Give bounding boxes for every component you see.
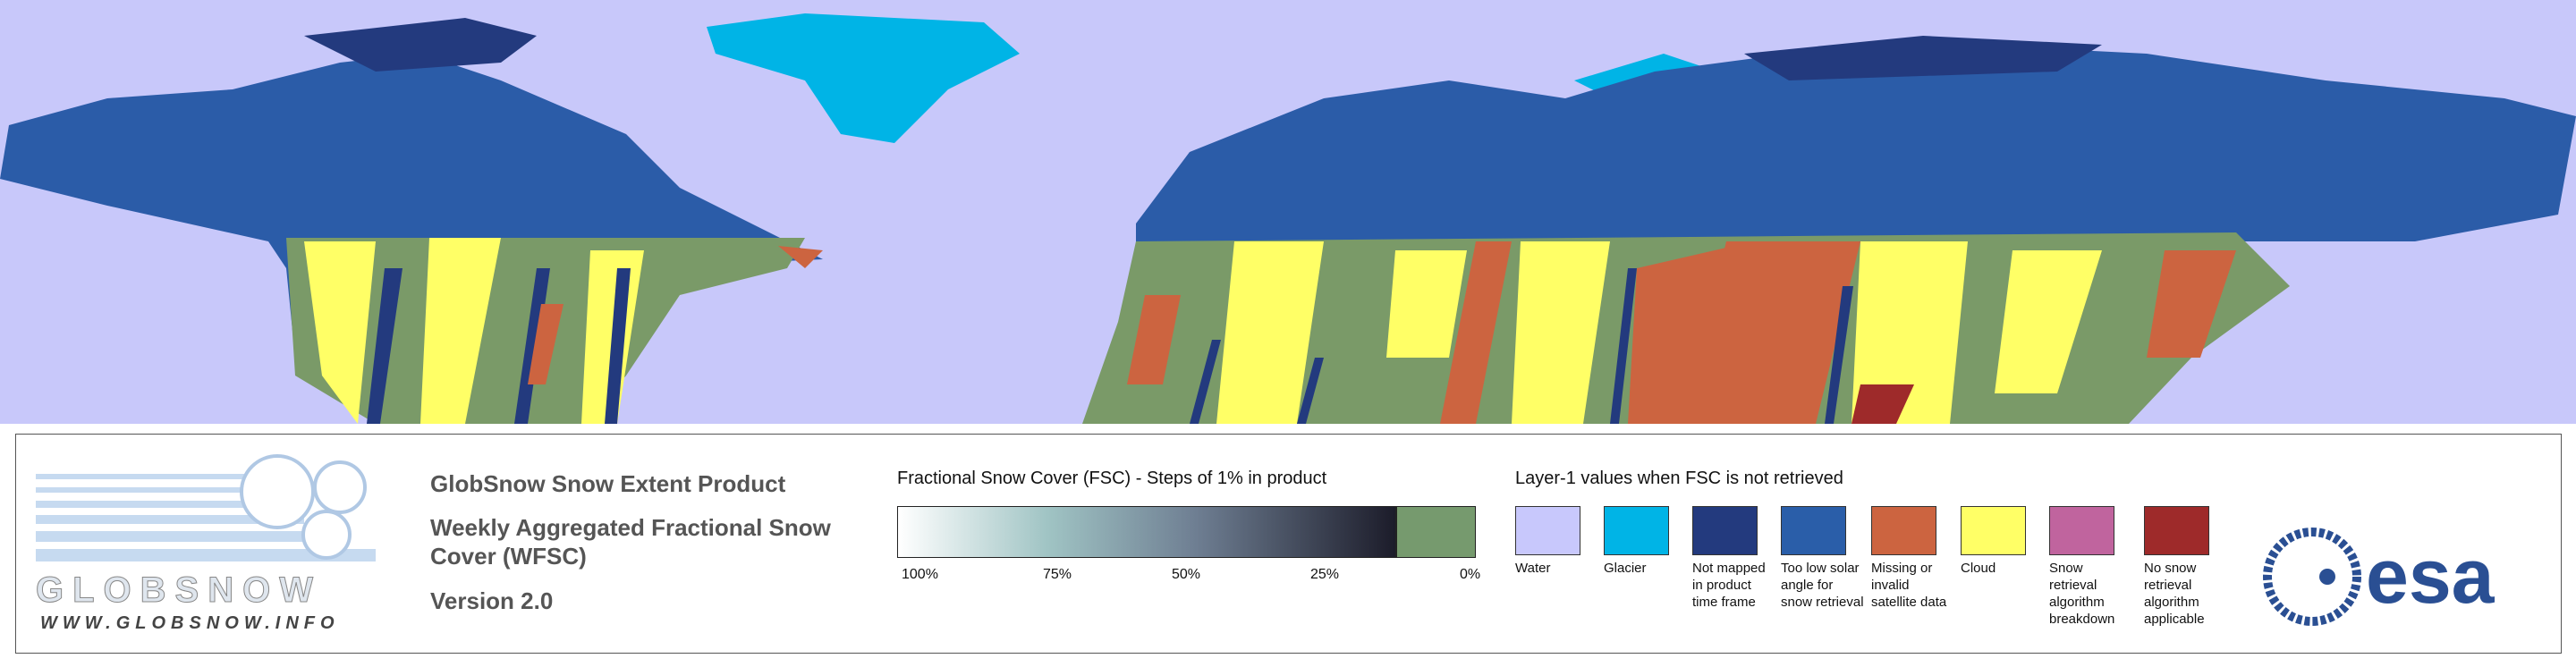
product-subtitle: Weekly Aggregated Fractional Snow Cover … <box>430 514 831 570</box>
class-label: Cloud <box>1961 561 1996 576</box>
logo-url: WWW.GLOBSNOW.INFO <box>40 613 340 633</box>
fsc-title: Fractional Snow Cover (FSC) - Steps of 1… <box>897 469 1327 488</box>
fsc-tick-label: 25% <box>1310 567 1340 582</box>
class-swatch <box>1515 506 1580 555</box>
fsc-tick-label: 0% <box>1460 567 1481 582</box>
product-version: Version 2.0 <box>430 587 554 614</box>
fsc-zero-block <box>1396 506 1476 558</box>
class-swatch <box>1692 506 1758 555</box>
class-label: Glacier <box>1604 561 1647 576</box>
fsc-tick-label: 100% <box>902 567 938 582</box>
class-label: No snow retrieval algorithm applicable <box>2144 561 2205 627</box>
class-label: Missing or invalid satellite data <box>1871 561 1947 610</box>
class-swatch <box>2144 506 2209 555</box>
layer1-title: Layer-1 values when FSC is not retrieved <box>1515 469 1843 488</box>
class-swatch <box>2049 506 2114 555</box>
snow-map <box>0 0 2576 424</box>
class-label: Not mapped in product time frame <box>1692 561 1766 610</box>
fsc-gradient <box>897 506 1396 558</box>
class-swatch <box>1961 506 2026 555</box>
globsnow-logo-graphic <box>36 454 376 561</box>
product-title: GlobSnow Snow Extent Product <box>430 470 786 497</box>
fsc-tick-label: 50% <box>1172 567 1201 582</box>
esa-logo-text: esa <box>2366 534 2495 620</box>
class-swatch <box>1871 506 1936 555</box>
class-swatch <box>1604 506 1669 555</box>
fsc-tick-label: 75% <box>1043 567 1072 582</box>
class-label: Too low solar angle for snow retrieval <box>1781 561 1864 610</box>
class-label: Snow retrieval algorithm breakdown <box>2049 561 2115 627</box>
class-label: Water <box>1515 561 1551 576</box>
logo-wordmark: GLOBSNOW <box>36 570 322 611</box>
class-swatch <box>1781 506 1846 555</box>
esa-emblem <box>2263 528 2361 626</box>
legend-panel <box>15 434 2562 654</box>
